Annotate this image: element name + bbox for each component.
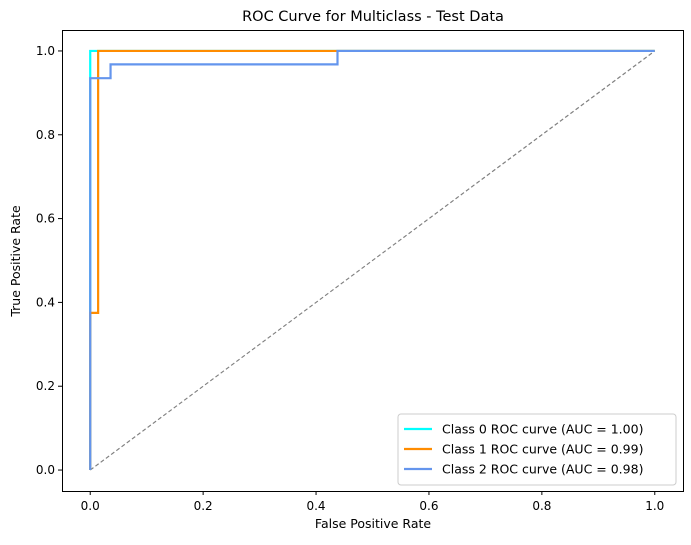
legend-label-class-0: Class 0 ROC curve (AUC = 1.00) bbox=[442, 422, 643, 437]
axes-frame bbox=[62, 30, 684, 492]
legend-label-class-2: Class 2 ROC curve (AUC = 0.98) bbox=[442, 462, 643, 477]
y-tick-label: 0.4 bbox=[36, 295, 55, 309]
chart-title: ROC Curve for Multiclass - Test Data bbox=[242, 9, 504, 25]
series-layer bbox=[89, 49, 655, 471]
y-tick-label: 0.2 bbox=[36, 379, 55, 393]
x-axis-label: False Positive Rate bbox=[315, 516, 431, 531]
legend-box bbox=[397, 413, 677, 486]
x-tick-label: 0.2 bbox=[194, 499, 213, 513]
y-tick-label: 0.0 bbox=[36, 463, 55, 477]
legend-items: Class 0 ROC curve (AUC = 1.00) Class 1 RO… bbox=[404, 422, 643, 477]
x-tick-label: 1.0 bbox=[645, 499, 664, 513]
y-tick-label: 1.0 bbox=[36, 44, 55, 58]
x-tick-label: 0.8 bbox=[532, 499, 551, 513]
legend-label-class-1: Class 1 ROC curve (AUC = 0.99) bbox=[442, 442, 643, 457]
legend: Class 0 ROC curve (AUC = 1.00) Class 1 RO… bbox=[397, 413, 677, 486]
x-tick-label: 0.4 bbox=[306, 499, 325, 513]
x-tick-label: 0.6 bbox=[419, 499, 438, 513]
reference-layer bbox=[89, 50, 656, 471]
reference-diagonal-line bbox=[89, 50, 656, 471]
y-axis-label: True Positive Rate bbox=[8, 205, 23, 318]
plot-area bbox=[62, 30, 684, 492]
y-axis-ticks: 0.0 0.2 0.4 0.6 0.8 1.0 bbox=[36, 44, 62, 477]
x-tick-label: 0.0 bbox=[81, 499, 100, 513]
y-tick-label: 0.8 bbox=[36, 128, 55, 142]
x-axis-ticks: 0.0 0.2 0.4 0.6 0.8 1.0 bbox=[81, 491, 664, 513]
series-line-class-2 bbox=[89, 49, 655, 471]
y-tick-label: 0.6 bbox=[36, 212, 55, 226]
